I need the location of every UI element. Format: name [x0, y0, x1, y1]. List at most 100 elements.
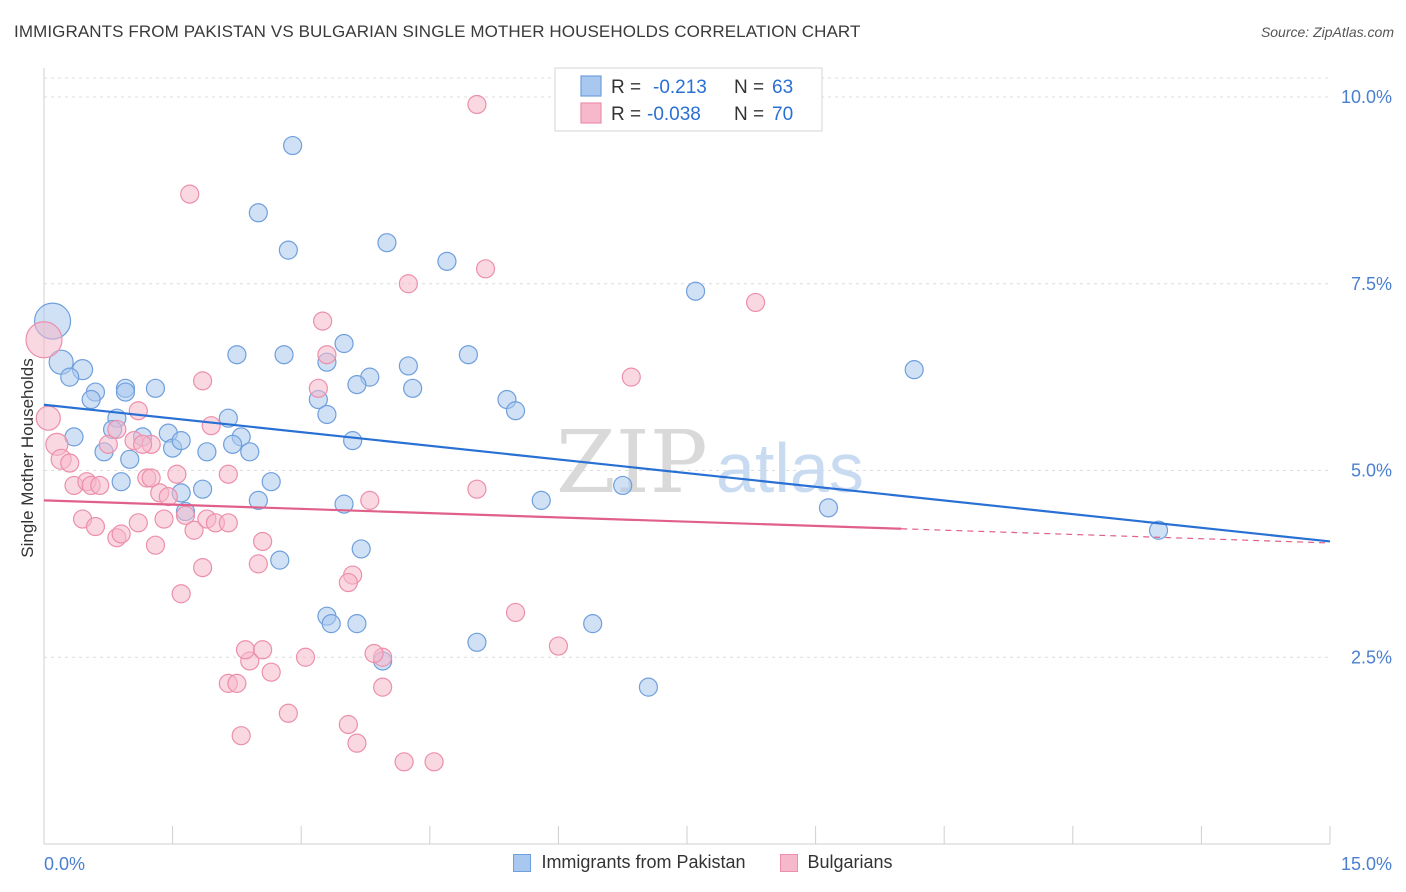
pakistan-point-30: [274, 345, 294, 365]
bulgarians-point-23: [154, 509, 174, 529]
pakistan-point-3: [60, 367, 80, 387]
bulgarians-point-36: [201, 416, 221, 436]
pakistan-point-29: [227, 345, 247, 365]
bulgarians-point-65: [505, 602, 526, 623]
pakistan-point-26: [248, 490, 268, 510]
watermark: ZIP atlas: [556, 413, 864, 513]
watermark-atlas: atlas: [716, 429, 864, 507]
bulgarians-point-26: [184, 520, 204, 540]
pakistan-point-31: [334, 333, 354, 354]
bulgarians-point-68: [745, 292, 766, 313]
pakistan-point-57: [613, 475, 633, 496]
pakistan-point-62: [818, 498, 839, 518]
bulgarians-point-62: [475, 259, 496, 279]
chart-source: Source: ZipAtlas.com: [1260, 24, 1394, 40]
bulgarians-point-55: [364, 643, 384, 664]
bulgarians-point-69: [295, 647, 316, 667]
bulgarians-point-60: [424, 752, 444, 772]
pakistan-point-50: [270, 550, 290, 570]
series-legend: Immigrants from Pakistan Bulgarians: [0, 852, 1406, 873]
bulgarians-point-56: [373, 677, 393, 697]
legend-n-value-1: 63: [772, 77, 793, 98]
pakistan-point-23: [111, 472, 131, 492]
legend-r-value-1: -0.213: [653, 77, 707, 98]
pakistan-point-35: [283, 135, 303, 156]
legend-swatch-blue: [580, 75, 602, 97]
watermark-zip: ZIP: [556, 413, 708, 513]
pakistan-point-52: [321, 614, 341, 634]
pakistan-point-7: [115, 382, 136, 402]
pakistan-point-61: [904, 360, 924, 380]
bulgarians-point-53: [338, 572, 358, 593]
legend-label-pakistan: Immigrants from Pakistan: [541, 852, 746, 872]
pakistan-point-47: [343, 431, 363, 451]
bulgarians-point-34: [180, 184, 200, 204]
bulgarians-point-42: [261, 662, 281, 682]
x-tick-label-end: 15.0%: [1341, 854, 1392, 874]
pakistan-point-38: [377, 233, 397, 253]
bulgarians-point-57: [338, 714, 358, 735]
gridlines: [44, 77, 1330, 658]
pakistan-point-17: [171, 431, 191, 451]
bulgarians-trend-line: [43, 499, 902, 530]
y-axis-label: Single Mother Households: [18, 358, 37, 557]
pakistan-point-56: [531, 490, 551, 510]
bulgarians-point-64: [467, 479, 487, 499]
y-tick-label-0: 2.5%: [1351, 647, 1392, 667]
bulgarians-point-48: [308, 378, 328, 398]
pakistan-point-46: [505, 401, 526, 421]
bulgarians-point-0: [25, 321, 63, 359]
pakistan-point-48: [334, 494, 354, 514]
bulgarians-point-61: [398, 274, 418, 294]
legend-swatch-pink: [580, 102, 602, 124]
bulgarians-point-51: [360, 490, 380, 510]
bulgarians-point-63: [467, 94, 487, 115]
pakistan-trend-line: [43, 403, 1331, 543]
pakistan-point-58: [583, 614, 603, 634]
axes: [43, 68, 1331, 845]
pakistan-point-39: [437, 251, 457, 271]
pakistan-point-34: [317, 404, 337, 425]
pakistan-point-21: [223, 434, 243, 454]
legend-label-bulgarians: Bulgarians: [807, 852, 893, 872]
bulgarians-point-13: [98, 434, 118, 454]
bulgarians-point-18: [128, 401, 148, 421]
pakistan-point-37: [278, 240, 298, 260]
legend-n-label-1: N =: [734, 77, 764, 98]
bulgarians-point-29: [218, 464, 238, 484]
legend-r-label-1: R =: [611, 77, 641, 98]
y-tick-labels: 2.5% 5.0% 7.5% 10.0%: [1341, 87, 1392, 667]
pakistan-point-63: [1148, 520, 1169, 540]
pakistan-point-36: [248, 203, 268, 223]
x-tick-label-start: 0.0%: [44, 854, 85, 874]
y-tick-label-1: 5.0%: [1351, 461, 1392, 481]
bulgarians-point-67: [621, 367, 641, 387]
pakistan-point-60: [685, 281, 706, 301]
legend-item-bulgarians: Bulgarians: [779, 852, 893, 873]
pakistan-point-55: [467, 632, 487, 652]
bulgarians-point-31: [145, 535, 166, 555]
bulgarians-point-22: [158, 487, 178, 507]
bulgarians-point-4: [60, 453, 80, 473]
legend-swatch-pakistan: [513, 853, 532, 872]
pakistan-point-49: [351, 539, 371, 559]
y-tick-label-2: 7.5%: [1351, 274, 1392, 294]
bulgarians-point-10: [85, 516, 106, 537]
trend-lines: [43, 403, 1331, 544]
pakistan-point-53: [347, 614, 367, 634]
bulgarians-point-41: [235, 640, 256, 660]
bulgarians-point-49: [317, 345, 337, 365]
pakistan-point-19: [218, 408, 238, 428]
legend-r-label-2: R =: [611, 104, 641, 125]
data-points: [25, 94, 1169, 772]
chart-title: IMMIGRANTS FROM PAKISTAN VS BULGARIAN SI…: [14, 22, 861, 41]
bulgarians-point-14: [107, 419, 127, 440]
bulgarians-point-47: [278, 703, 298, 723]
bulgarians-point-37: [218, 513, 238, 533]
bulgarians-point-8: [90, 475, 110, 496]
pakistan-point-41: [347, 374, 367, 395]
bulgarians-point-46: [231, 726, 251, 746]
bulgarians-point-33: [193, 558, 213, 578]
pakistan-point-8: [145, 378, 166, 398]
